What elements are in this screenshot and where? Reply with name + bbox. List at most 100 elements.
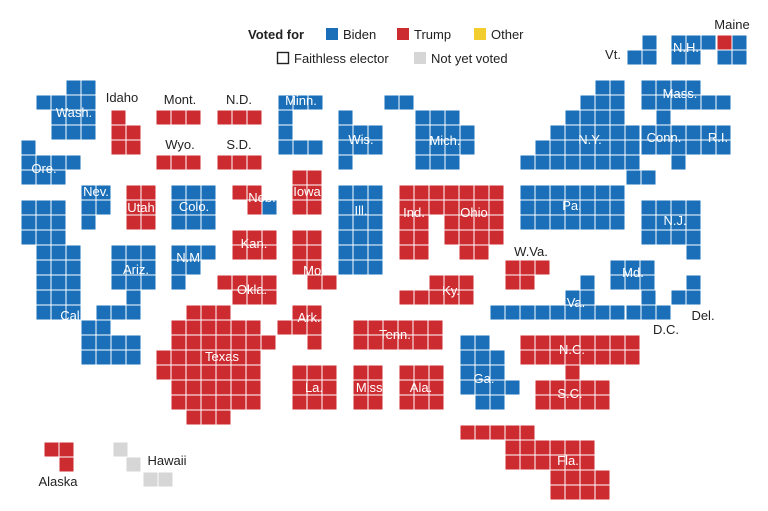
state-label-kansas: Kan. xyxy=(241,236,268,251)
ev-cell-texas-9 xyxy=(215,334,232,351)
ev-cell-montana-2 xyxy=(185,109,202,126)
ev-cell-missouri-3 xyxy=(306,244,323,261)
ev-cell-texas-18 xyxy=(170,364,187,381)
state-label-hawaii: Hawaii xyxy=(147,453,186,468)
ev-cell-ohio-17 xyxy=(473,244,490,261)
ev-cell-georgia-12 xyxy=(489,394,506,411)
ev-cell-pennsylvania-11 xyxy=(579,199,596,216)
ev-cell-georgia-11 xyxy=(474,394,491,411)
ev-cell-pennsylvania-1 xyxy=(534,184,551,201)
state-label-louisiana: La. xyxy=(305,380,323,395)
ev-cell-south-carolina-0 xyxy=(534,379,551,396)
ev-cell-alaska-0 xyxy=(43,441,60,458)
ev-cell-south-dakota-0 xyxy=(216,154,233,171)
state-label-new-jersey: N.J. xyxy=(663,213,686,228)
ev-cell-new-york-1 xyxy=(609,79,626,96)
ev-cell-florida-22 xyxy=(564,484,581,501)
ev-cell-mississippi-1 xyxy=(367,364,384,381)
ev-cell-florida-6 xyxy=(519,439,536,456)
ev-cell-new-york-16 xyxy=(549,139,566,156)
state-label-south-carolina: S.C. xyxy=(557,386,582,401)
ev-cell-michigan-4 xyxy=(444,109,461,126)
ev-cell-pennsylvania-15 xyxy=(534,214,551,231)
ev-cell-massachusetts-9 xyxy=(715,94,732,111)
ev-cell-colorado-0 xyxy=(170,184,187,201)
ev-cell-montana-0 xyxy=(155,109,172,126)
ev-cell-florida-17 xyxy=(549,469,566,486)
ev-cell-new-hampshire-4 xyxy=(700,34,717,51)
state-label-mississippi: Miss. xyxy=(356,380,386,395)
ev-cell-texas-19 xyxy=(185,364,202,381)
ev-cell-hawaii-0 xyxy=(112,441,129,458)
ev-cell-california-4 xyxy=(35,214,52,231)
ev-cell-utah-0 xyxy=(125,184,142,201)
ev-cell-new-york-7 xyxy=(594,109,611,126)
state-label-georgia: Ga. xyxy=(474,371,495,386)
ev-cell-utah-1 xyxy=(140,184,157,201)
ev-cell-colorado-7 xyxy=(185,214,202,231)
legend-title: Voted for xyxy=(248,27,304,42)
ev-cell-arizona-10 xyxy=(125,304,142,321)
ev-cell-california-11 xyxy=(65,244,82,261)
ev-cell-ohio-15 xyxy=(488,229,505,246)
ev-cell-california-10 xyxy=(50,244,67,261)
ev-cell-new-york-0 xyxy=(594,79,611,96)
ev-cell-florida-1 xyxy=(474,424,491,441)
ev-cell-ohio-13 xyxy=(458,229,475,246)
state-label-new-mexico: N.M. xyxy=(176,250,203,265)
state-label-vermont: Vt. xyxy=(605,47,621,62)
ev-cell-arkansas-5 xyxy=(276,319,293,336)
ev-cell-california-35 xyxy=(125,349,142,366)
state-label-florida: Fla. xyxy=(557,453,579,468)
ev-cell-florida-20 xyxy=(594,469,611,486)
ev-cell-south-dakota-1 xyxy=(231,154,248,171)
ev-cell-california-14 xyxy=(65,259,82,276)
ev-cell-virginia-7 xyxy=(549,304,566,321)
state-label-idaho: Idaho xyxy=(106,90,139,105)
ev-cell-new-jersey-11 xyxy=(685,229,702,246)
ev-cell-california-13 xyxy=(50,259,67,276)
ev-cell-california-0 xyxy=(20,199,37,216)
ev-cell-wisconsin-0 xyxy=(337,109,354,126)
state-label-iowa: Iowa xyxy=(293,184,321,199)
ev-cell-washington-8 xyxy=(80,79,97,96)
ev-cell-texas-39 xyxy=(185,409,202,426)
ev-cell-tennessee-10 xyxy=(412,334,429,351)
ev-cell-north-carolina-15 xyxy=(624,349,641,366)
ev-cell-utah-4 xyxy=(125,214,142,231)
ev-cell-georgia-4 xyxy=(489,349,506,366)
state-label-oklahoma: Okla. xyxy=(237,282,267,297)
ev-cell-arizona-6 xyxy=(110,274,127,291)
ev-cell-louisiana-8 xyxy=(321,394,338,411)
ev-cell-florida-0 xyxy=(459,424,476,441)
ev-cell-ohio-8 xyxy=(443,214,460,231)
ev-cell-south-dakota-2 xyxy=(246,154,263,171)
ev-cell-new-york-8 xyxy=(609,109,626,126)
ev-cell-pennsylvania-20 xyxy=(609,214,626,231)
ev-cell-new-york-14 xyxy=(624,124,641,141)
ev-cell-texas-33 xyxy=(215,394,232,411)
ev-cell-texas-12 xyxy=(170,349,187,366)
ev-cell-pennsylvania-0 xyxy=(519,184,536,201)
ev-cell-iowa-4 xyxy=(291,199,308,216)
ev-cell-florida-11 xyxy=(504,454,521,471)
ev-cell-illinois-8 xyxy=(367,214,384,231)
ev-cell-new-york-29 xyxy=(609,154,626,171)
ev-cell-california-34 xyxy=(110,349,127,366)
ev-cell-montana-1 xyxy=(170,109,187,126)
ev-cell-colorado-1 xyxy=(185,184,202,201)
ev-cell-tennessee-5 xyxy=(427,319,444,336)
legend-label-biden: Biden xyxy=(343,27,376,42)
ev-cell-tennessee-11 xyxy=(427,334,444,351)
ev-cell-texas-38 xyxy=(215,304,232,321)
ev-cell-texas-24 xyxy=(170,379,187,396)
ev-cell-florida-2 xyxy=(489,424,506,441)
ev-cell-iowa-1 xyxy=(306,169,323,186)
legend-label-trump: Trump xyxy=(414,27,451,42)
ev-cell-pennsylvania-17 xyxy=(564,214,581,231)
ev-cell-pennsylvania-6 xyxy=(609,184,626,201)
ev-cell-rhode-island-3 xyxy=(715,139,732,156)
ev-cell-alabama-8 xyxy=(428,394,445,411)
ev-cell-texas-30 xyxy=(170,394,187,411)
state-label-north-dakota: N.D. xyxy=(226,92,252,107)
